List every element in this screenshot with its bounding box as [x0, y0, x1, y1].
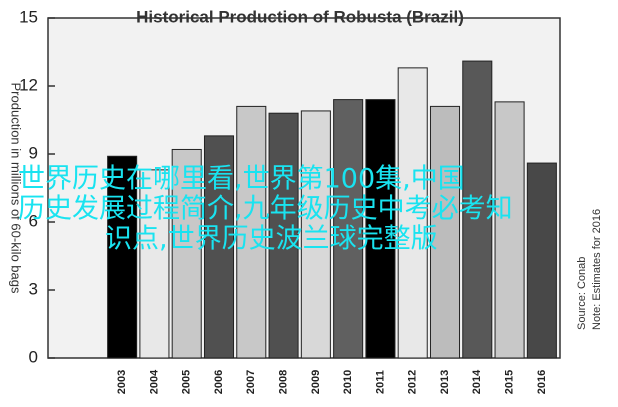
y-tick-label: 0	[29, 347, 38, 366]
bar	[494, 101, 525, 359]
x-tick-label: 2010	[342, 370, 354, 394]
y-tick-label: 3	[29, 279, 38, 298]
overlay-text: 历史发展过程简介,九年级历史中考必考知	[18, 194, 513, 225]
y-tick-label: 12	[19, 75, 38, 94]
x-tick-label: 2004	[148, 369, 160, 394]
y-tick-label: 9	[29, 143, 38, 162]
y-axis-label: Production in millions of 60-kilo bags	[9, 83, 24, 294]
x-tick-label: 2014	[471, 369, 483, 394]
y-tick-label: 6	[29, 211, 38, 230]
bar	[107, 155, 138, 359]
x-tick-label: 2011	[374, 370, 386, 394]
x-tick-label: 2003	[116, 370, 128, 394]
chart-title: Historical Production of Robusta (Brazil…	[136, 7, 464, 26]
note: Note: Estimates for 2016	[591, 209, 603, 330]
bar	[203, 135, 235, 359]
source: Source: Conab	[576, 257, 588, 330]
bar	[236, 105, 267, 359]
bar	[268, 112, 299, 359]
bar	[462, 60, 493, 359]
bar	[300, 110, 331, 359]
bar	[365, 99, 396, 359]
bar	[171, 148, 202, 359]
x-tick-label: 2005	[181, 370, 193, 394]
x-tick-label: 2007	[245, 370, 257, 394]
bar	[429, 105, 461, 359]
x-tick-label: 2012	[407, 370, 419, 394]
y-tick-label: 15	[19, 7, 38, 26]
bar	[397, 67, 428, 359]
x-tick-label: 2015	[503, 370, 515, 394]
overlay-text: 世界历史在哪里看,世界第100集,中国	[18, 164, 465, 195]
overlay-text: 识点,世界历史波兰球完整版	[105, 224, 438, 255]
x-tick-label: 2009	[310, 370, 322, 394]
x-tick-label: 2013	[439, 370, 451, 394]
x-tick-label: 2006	[213, 370, 225, 394]
bar	[333, 99, 364, 359]
bar	[139, 169, 170, 359]
x-tick-label: 2016	[536, 370, 548, 394]
bar	[526, 162, 557, 359]
x-tick-label: 2008	[277, 370, 289, 394]
